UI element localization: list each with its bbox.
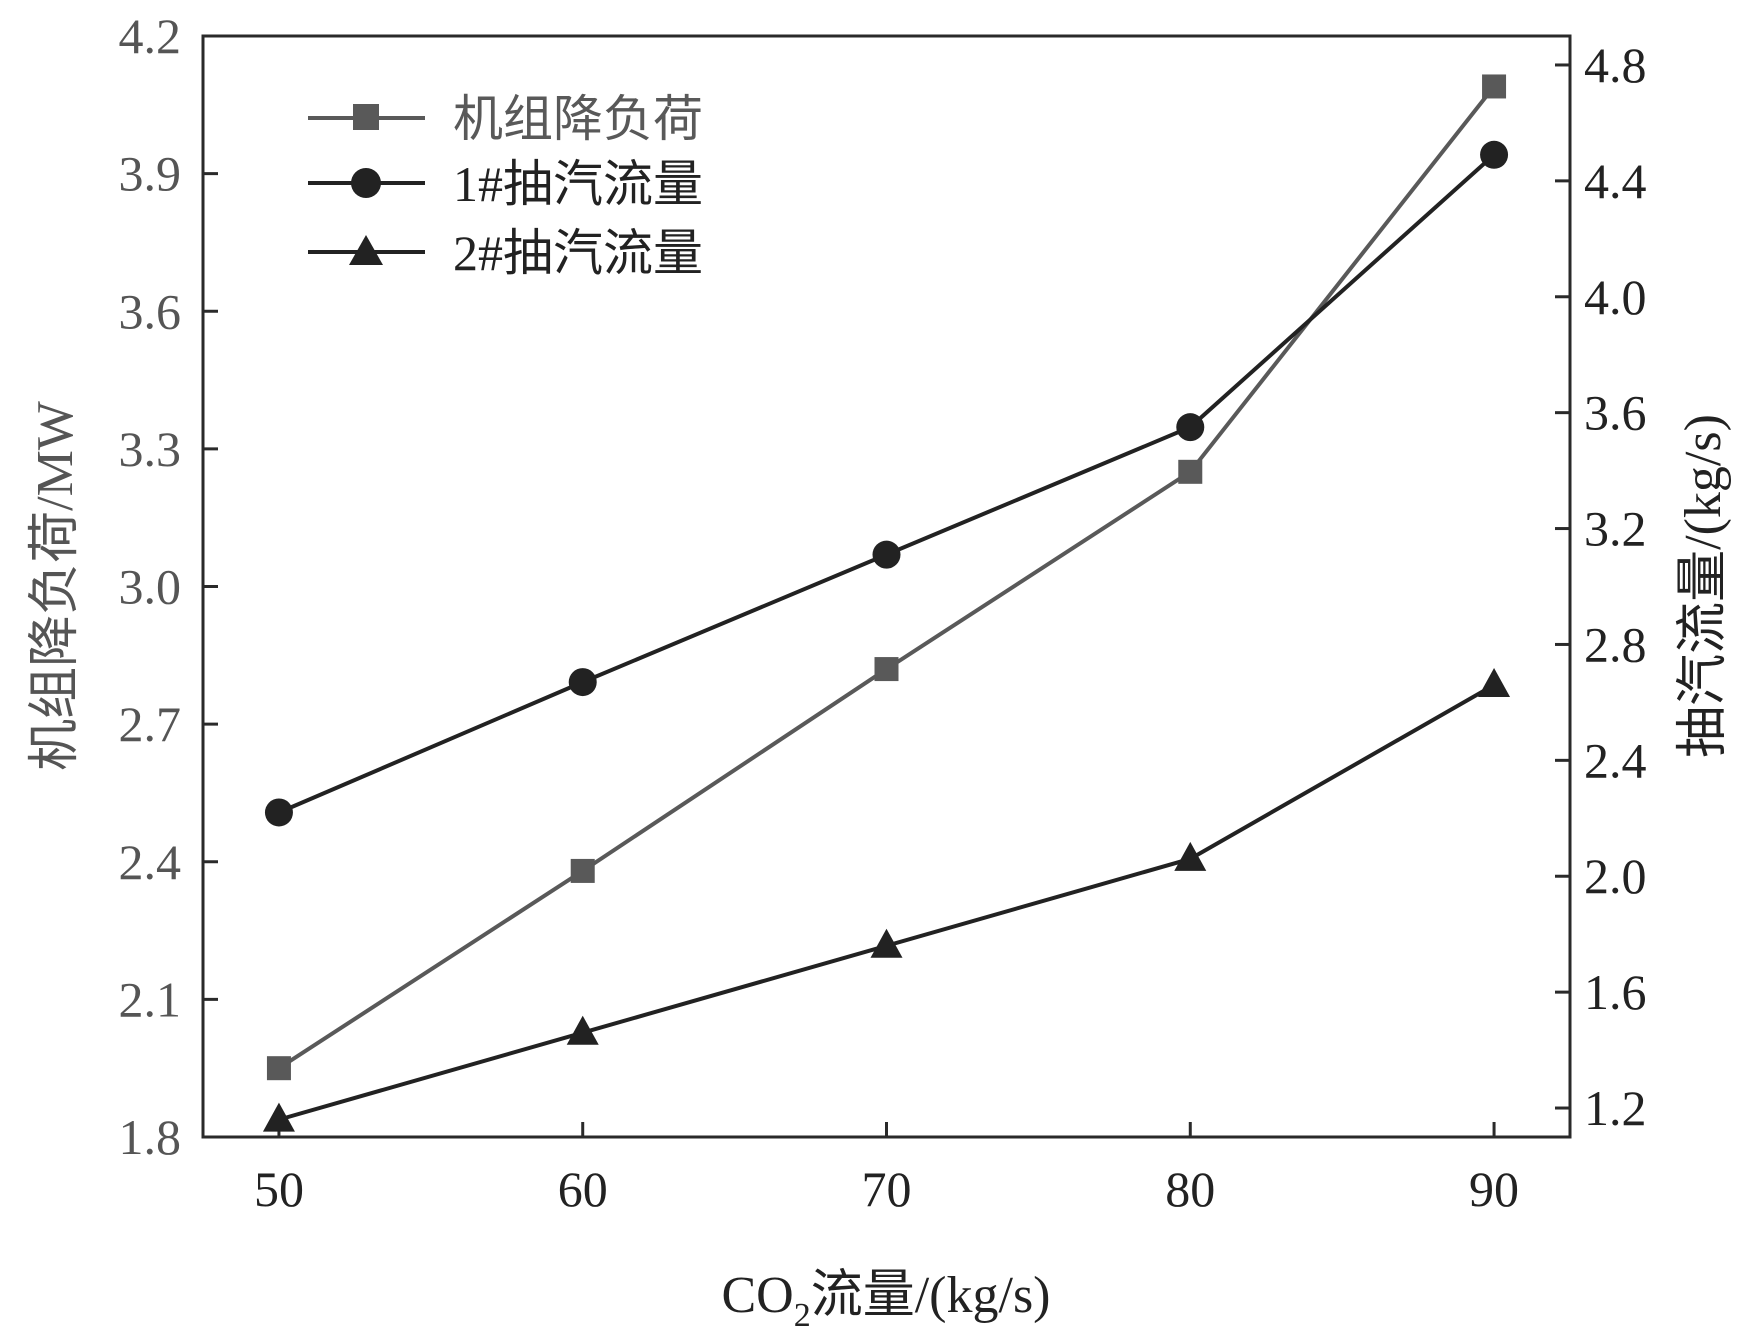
series-1-point (1178, 459, 1203, 484)
left-axis-ticks: 1.8 2.1 2.4 2.7 3.0 3.3 3.6 3.9 4.2 (119, 8, 218, 1165)
left-tick-label: 4.2 (119, 8, 182, 64)
legend-item-3: 2#抽汽流量 (308, 225, 703, 281)
left-tick-label: 2.1 (119, 971, 182, 1027)
right-tick-label: 4.0 (1584, 269, 1647, 325)
legend-label-2: 1#抽汽流量 (453, 156, 703, 212)
plot-frame (201, 34, 1572, 1139)
series-2-point (1480, 140, 1509, 169)
legend-label-3: 2#抽汽流量 (453, 225, 703, 281)
legend-marker-circle (351, 168, 381, 198)
series-1-point (570, 858, 595, 883)
left-axis-title: 机组降负荷/MW (27, 401, 84, 771)
series-2-point (568, 668, 597, 697)
legend-label-1: 机组降负荷 (453, 91, 703, 147)
x-tick-label: 90 (1469, 1161, 1519, 1217)
series-3-point (1174, 841, 1207, 871)
legend: 机组降负荷 1#抽汽流量 2#抽汽流量 (308, 91, 703, 281)
x-axis-ticks: 50 60 70 80 90 (254, 1122, 1519, 1217)
series-3-point (870, 928, 903, 958)
x-axis-title-rest: 流量/(kg/s) (811, 1267, 1051, 1324)
series-1-point (874, 657, 899, 682)
x-tick-label: 80 (1165, 1161, 1215, 1217)
left-tick-label: 3.6 (119, 283, 182, 339)
x-axis-title: CO2流量/(kg/s) (721, 1267, 1050, 1334)
series-2-point (872, 540, 901, 569)
right-tick-label: 3.6 (1584, 385, 1647, 441)
left-tick-label: 2.4 (119, 834, 182, 890)
right-tick-label: 2.8 (1584, 616, 1647, 672)
series-1-point (266, 1056, 291, 1081)
series-1-point (1482, 74, 1507, 99)
left-tick-label: 3.9 (119, 146, 182, 202)
left-tick-label: 2.7 (119, 696, 182, 752)
right-axis-title: 抽汽流量/(kg/s) (1675, 414, 1732, 758)
left-tick-label: 3.3 (119, 421, 182, 477)
legend-marker-square (353, 104, 379, 130)
right-tick-label: 1.2 (1584, 1080, 1647, 1136)
x-tick-label: 70 (862, 1161, 912, 1217)
legend-item-2: 1#抽汽流量 (308, 156, 703, 212)
series-3-point (1478, 668, 1511, 698)
legend-marker-triangle (349, 235, 383, 265)
legend-item-1: 机组降负荷 (308, 91, 703, 147)
right-tick-label: 1.6 (1584, 964, 1647, 1020)
left-tick-label: 1.8 (119, 1109, 182, 1165)
x-axis-title-subscript: 2 (794, 1297, 811, 1334)
series-layer (262, 74, 1511, 1132)
x-tick-label: 60 (558, 1161, 608, 1217)
series-3-line (278, 683, 1496, 1122)
series-2-point (1176, 413, 1205, 442)
right-tick-label: 2.0 (1584, 848, 1647, 904)
series-2-point (264, 798, 293, 827)
series-3-point (566, 1015, 599, 1045)
right-tick-label: 2.4 (1584, 732, 1647, 788)
left-tick-label: 3.0 (119, 559, 182, 615)
right-tick-label: 4.4 (1584, 153, 1647, 209)
right-axis-ticks: 1.2 1.6 2.0 2.4 2.8 3.2 3.6 4.0 4.4 4.8 (1555, 37, 1647, 1136)
right-tick-label: 4.8 (1584, 37, 1647, 93)
x-axis-title-main: CO (721, 1267, 793, 1324)
right-tick-label: 3.2 (1584, 501, 1647, 557)
x-tick-label: 50 (254, 1161, 304, 1217)
series-3-point (262, 1102, 295, 1132)
